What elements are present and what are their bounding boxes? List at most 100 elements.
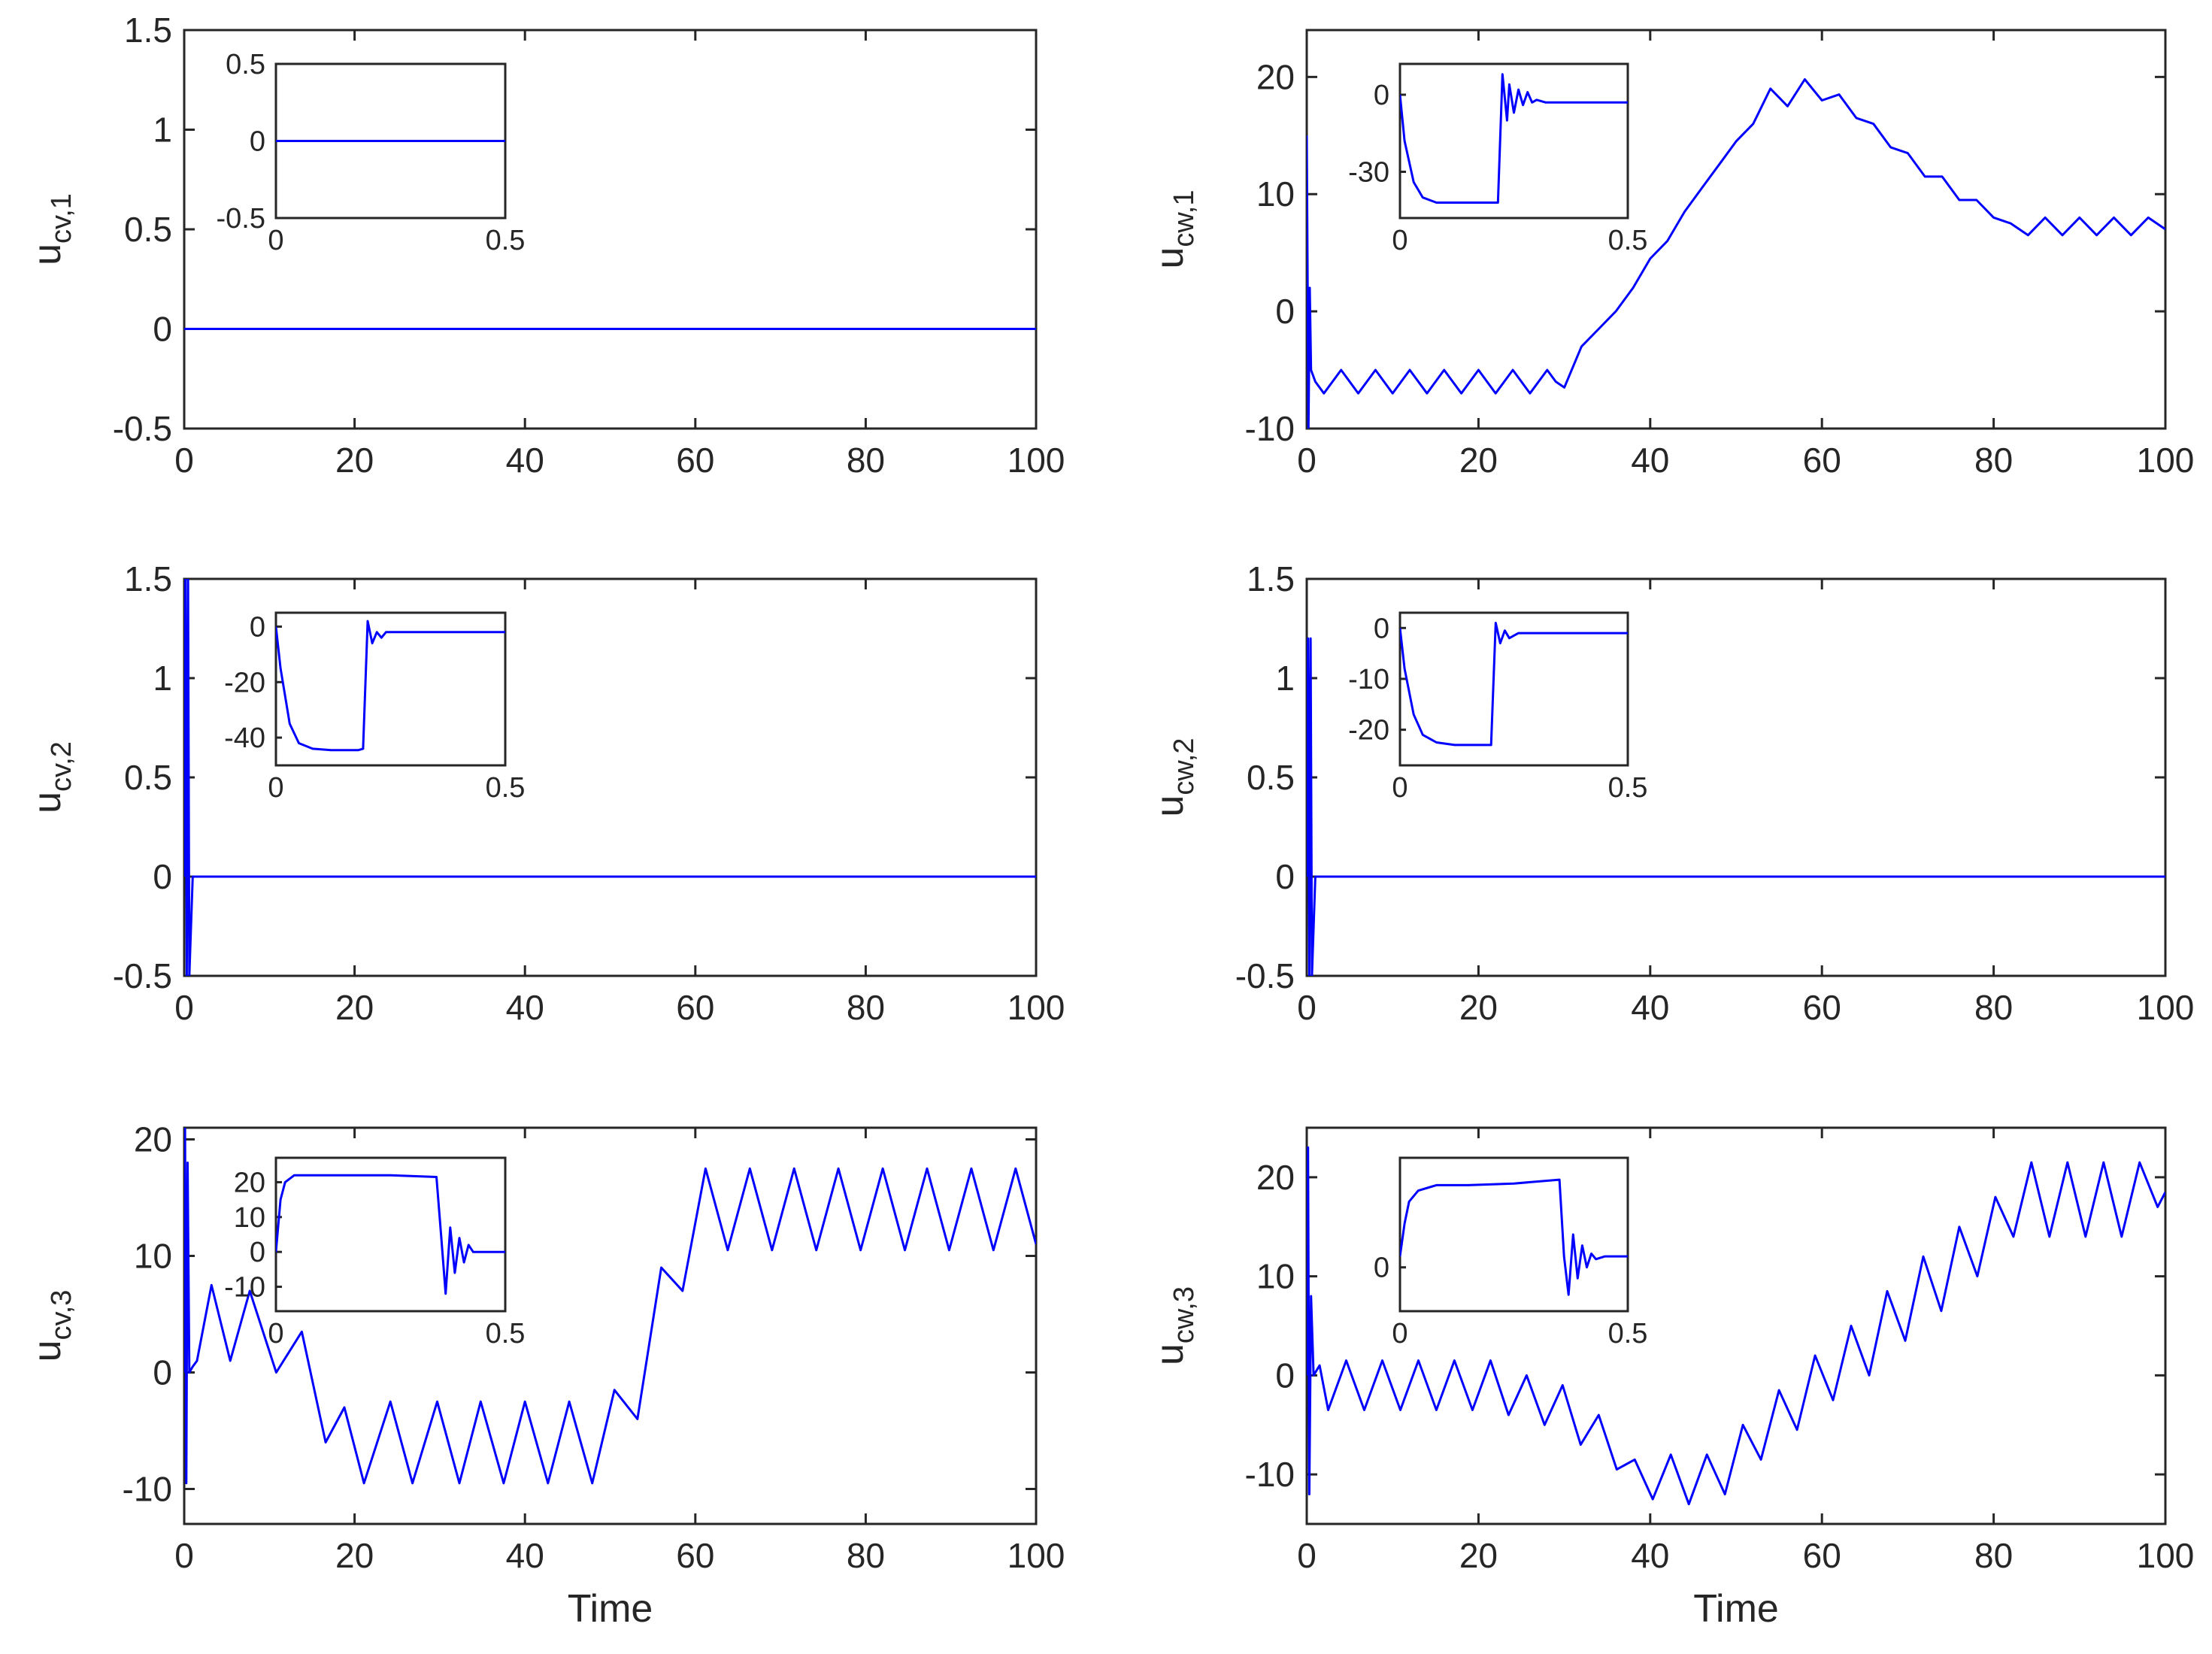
main-y-tick-label: 10 bbox=[134, 1237, 172, 1276]
main-series-line-0 bbox=[184, 1128, 1036, 1485]
main-plot-area bbox=[1307, 78, 2165, 429]
main-x-tick-label: 20 bbox=[1459, 988, 1498, 1027]
main-x-tick-label: 0 bbox=[174, 441, 194, 480]
main-x-tick-label: 100 bbox=[1008, 988, 1065, 1027]
inset-plot: 0 0.5 -30 0 bbox=[1348, 62, 1648, 256]
main-series-line-0 bbox=[1307, 78, 2165, 429]
inset-x-tick-label: 0.5 bbox=[1608, 772, 1648, 804]
inset-x-tick-label: 0.5 bbox=[486, 1318, 526, 1350]
inset-axes-box bbox=[1398, 611, 1629, 767]
inset-plot: 0 0.5 -20 -10 0 bbox=[1348, 611, 1648, 804]
main-x-tick-label: 80 bbox=[847, 1536, 885, 1575]
inset-series-line-0 bbox=[1400, 622, 1628, 747]
inset-plot: 0 0.5-0.500.5 bbox=[217, 49, 526, 256]
main-series-line-0 bbox=[1307, 1146, 2165, 1506]
main-x-tick-label: 80 bbox=[1974, 988, 2013, 1027]
inset-plot-area bbox=[276, 619, 505, 752]
main-y-tick-label: 1 bbox=[153, 111, 172, 150]
main-x-tick-label: 80 bbox=[1974, 1536, 2013, 1575]
inset-x-tick-label: 0.5 bbox=[486, 225, 526, 256]
main-x-tick-label: 0 bbox=[1297, 988, 1317, 1027]
inset-plot: 0 0.5 -40 -20 0 bbox=[224, 611, 525, 804]
main-series-line-0 bbox=[1307, 637, 2165, 976]
y-axis-label: ucv,3 bbox=[26, 1290, 77, 1362]
main-y-tick-label: 0.5 bbox=[1247, 758, 1295, 797]
main-x-tick-label: 40 bbox=[506, 988, 544, 1027]
main-y-tick-label: -0.5 bbox=[113, 409, 172, 448]
inset-y-tick-label: 0 bbox=[1374, 80, 1389, 111]
inset-y-tick-label: -10 bbox=[1348, 664, 1389, 695]
main-y-tick-label: 20 bbox=[1256, 1158, 1295, 1197]
main-y-tick-label: 20 bbox=[1256, 57, 1295, 96]
y-axis-label-subscript: cv,3 bbox=[46, 1290, 77, 1340]
y-axis-label-main: u bbox=[26, 1340, 69, 1362]
y-axis-label-main: u bbox=[26, 244, 69, 265]
y-axis-label-subscript: cw,2 bbox=[1168, 738, 1200, 795]
inset-x-tick-label: 0 bbox=[268, 772, 283, 804]
inset-y-tick-label: 0 bbox=[1374, 613, 1389, 644]
inset-y-tick-label: -40 bbox=[224, 722, 265, 754]
y-axis-label-main: u bbox=[1148, 247, 1192, 269]
y-axis-label: ucw,1 bbox=[1148, 190, 1200, 269]
main-y-tick-label: 1 bbox=[153, 659, 172, 698]
inset-plot-area bbox=[276, 1174, 505, 1295]
y-axis-label-subscript: cw,1 bbox=[1168, 190, 1200, 247]
inset-y-tick-label: -30 bbox=[1348, 157, 1389, 189]
main-x-tick-label: 40 bbox=[1631, 988, 1669, 1027]
inset-x-tick-label: 0 bbox=[1392, 225, 1407, 256]
main-x-tick-label: 40 bbox=[506, 441, 544, 480]
inset-y-tick-label: -20 bbox=[224, 667, 265, 698]
x-axis-label: Time bbox=[568, 1587, 653, 1631]
inset-x-tick-label: 0.5 bbox=[1608, 225, 1648, 256]
main-x-tick-label: 100 bbox=[2137, 988, 2195, 1027]
inset-y-tick-label: 0 bbox=[1374, 1253, 1389, 1284]
inset-y-tick-label: 0 bbox=[250, 126, 265, 158]
main-y-tick-label: 1.5 bbox=[124, 11, 172, 50]
main-y-tick-label: 10 bbox=[1256, 174, 1295, 214]
main-y-tick-label: -0.5 bbox=[1235, 956, 1295, 995]
main-x-tick-label: 80 bbox=[1974, 441, 2013, 480]
main-y-tick-label: 0 bbox=[153, 310, 172, 349]
main-x-tick-label: 100 bbox=[1008, 441, 1065, 480]
inset-plot: 0 0.50 bbox=[1374, 1156, 1648, 1350]
inset-x-tick-label: 0 bbox=[1392, 1318, 1407, 1350]
inset-axes-box bbox=[274, 611, 507, 767]
y-axis-label-subscript: cv,1 bbox=[46, 193, 77, 244]
inset-series-line-0 bbox=[276, 1174, 505, 1295]
main-x-tick-label: 40 bbox=[506, 1536, 544, 1575]
y-axis-label-subscript: cv,2 bbox=[46, 741, 77, 792]
main-series-line-0 bbox=[184, 579, 1036, 976]
y-axis-label-main: u bbox=[1148, 795, 1192, 817]
main-y-tick-label: 10 bbox=[1256, 1257, 1295, 1296]
main-x-tick-label: 0 bbox=[174, 1536, 194, 1575]
y-axis-label-main: u bbox=[1148, 1343, 1192, 1365]
main-y-tick-label: 0 bbox=[1275, 857, 1295, 896]
main-x-tick-label: 0 bbox=[1297, 441, 1317, 480]
main-x-tick-label: 40 bbox=[1631, 1536, 1669, 1575]
inset-y-tick-label: 0 bbox=[250, 611, 265, 643]
main-x-tick-label: 20 bbox=[335, 1536, 374, 1575]
main-x-tick-label: 20 bbox=[1459, 1536, 1498, 1575]
main-y-tick-label: -10 bbox=[1245, 409, 1295, 448]
main-x-tick-label: 100 bbox=[1008, 1536, 1065, 1575]
main-y-tick-label: 0 bbox=[1275, 1356, 1295, 1395]
main-y-tick-label: 20 bbox=[134, 1120, 172, 1159]
main-x-tick-label: 100 bbox=[2137, 441, 2195, 480]
inset-y-tick-label: 20 bbox=[234, 1167, 265, 1198]
main-plot-area bbox=[184, 1128, 1036, 1485]
main-x-tick-label: 0 bbox=[174, 988, 194, 1027]
main-x-tick-label: 60 bbox=[676, 1536, 714, 1575]
inset-plot-area bbox=[1400, 622, 1628, 747]
y-axis-label: ucv,1 bbox=[26, 193, 77, 265]
inset-y-tick-label: 10 bbox=[234, 1202, 265, 1234]
main-x-tick-label: 60 bbox=[676, 441, 714, 480]
main-y-tick-label: -10 bbox=[1245, 1455, 1295, 1494]
main-x-tick-label: 80 bbox=[847, 441, 885, 480]
inset-x-tick-label: 0.5 bbox=[1608, 1318, 1648, 1350]
